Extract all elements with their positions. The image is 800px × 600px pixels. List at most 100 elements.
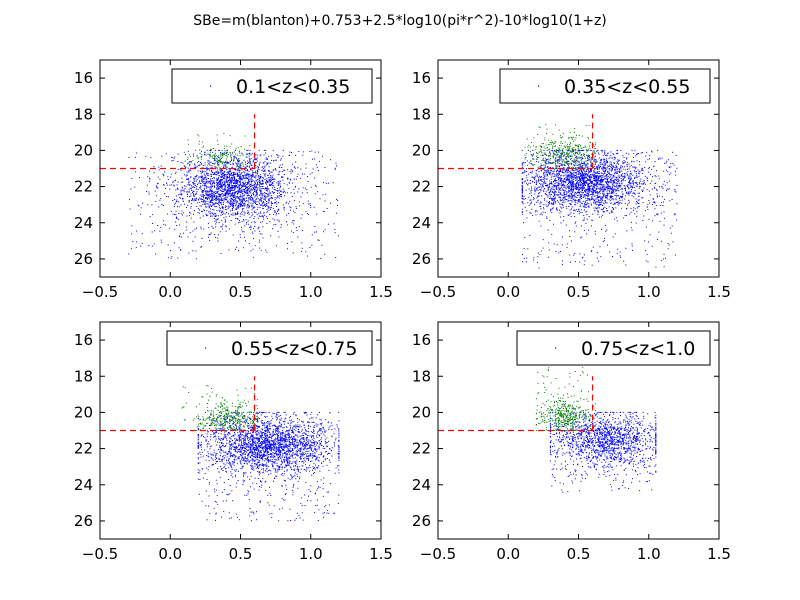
data-point [238, 170, 240, 172]
data-point [298, 151, 300, 152]
data-point [208, 201, 210, 203]
data-point [229, 185, 230, 187]
data-point [184, 185, 186, 187]
data-point [199, 170, 201, 172]
data-point [522, 203, 524, 205]
data-point [586, 188, 588, 190]
data-point [239, 163, 241, 165]
data-point [243, 186, 245, 187]
data-point [255, 203, 256, 205]
data-point [217, 196, 219, 197]
data-point [202, 177, 204, 179]
data-point [217, 164, 219, 166]
data-point [637, 169, 639, 171]
data-point [559, 177, 561, 179]
data-point [261, 192, 263, 194]
data-point [233, 214, 235, 216]
data-point [542, 189, 544, 191]
data-point [233, 186, 235, 188]
data-point [670, 172, 672, 174]
data-point [324, 200, 326, 202]
data-point [263, 216, 264, 218]
data-point [600, 208, 602, 210]
data-point [233, 202, 235, 204]
data-point [210, 214, 212, 216]
data-point [180, 193, 182, 195]
data-point [232, 174, 234, 176]
data-point [586, 214, 588, 216]
data-point [238, 178, 240, 180]
data-point [606, 160, 608, 162]
data-point [539, 213, 541, 215]
data-point [161, 203, 163, 205]
data-point [181, 186, 183, 188]
data-point [218, 210, 220, 212]
data-point [238, 192, 240, 194]
data-point [202, 165, 204, 167]
data-point [238, 185, 240, 187]
data-point [649, 194, 651, 196]
data-point [256, 194, 258, 196]
data-point [199, 194, 201, 196]
data-point [269, 214, 271, 215]
data-point [630, 177, 632, 179]
data-point [223, 212, 225, 214]
data-point [181, 194, 183, 196]
data-point [224, 193, 226, 195]
data-point [611, 165, 613, 167]
data-point [575, 172, 576, 174]
data-point [640, 178, 642, 180]
data-point [582, 172, 583, 174]
data-point [240, 200, 242, 201]
data-point [230, 182, 232, 184]
data-point [566, 185, 568, 187]
data-point [262, 182, 264, 184]
data-point [587, 195, 589, 197]
data-point [599, 196, 601, 198]
data-point [574, 261, 576, 263]
data-point [209, 213, 211, 214]
data-point [220, 161, 222, 163]
data-point [598, 153, 600, 155]
data-point [248, 181, 250, 183]
data-point [521, 178, 523, 180]
data-point [277, 210, 278, 212]
data-point [603, 168, 605, 170]
data-point [535, 175, 537, 177]
data-point [559, 209, 560, 211]
data-point [532, 164, 534, 166]
data-point [589, 198, 591, 200]
data-point [282, 188, 284, 190]
data-point [204, 204, 206, 206]
data-point [557, 194, 559, 196]
data-point [179, 224, 181, 226]
data-point [536, 188, 538, 190]
data-point [259, 239, 260, 241]
data-point [214, 194, 216, 196]
data-point [266, 185, 268, 187]
data-point [594, 199, 596, 201]
data-point [200, 186, 202, 188]
data-point [248, 161, 249, 163]
data-point [583, 206, 585, 208]
data-point [265, 249, 267, 251]
data-point [334, 168, 336, 170]
data-point [242, 178, 244, 180]
data-point [221, 176, 223, 177]
data-point [611, 191, 613, 193]
data-point [260, 189, 262, 191]
data-point [592, 180, 594, 182]
data-point [199, 163, 201, 165]
data-point [637, 203, 639, 204]
data-point [209, 149, 211, 151]
data-point [244, 148, 246, 150]
data-point [182, 198, 184, 200]
data-point [293, 220, 295, 222]
data-point [243, 220, 245, 222]
data-point [210, 175, 212, 177]
data-point [646, 176, 648, 178]
data-point [224, 221, 226, 223]
data-point [559, 169, 561, 170]
data-point [213, 218, 215, 219]
data-point [200, 205, 202, 207]
